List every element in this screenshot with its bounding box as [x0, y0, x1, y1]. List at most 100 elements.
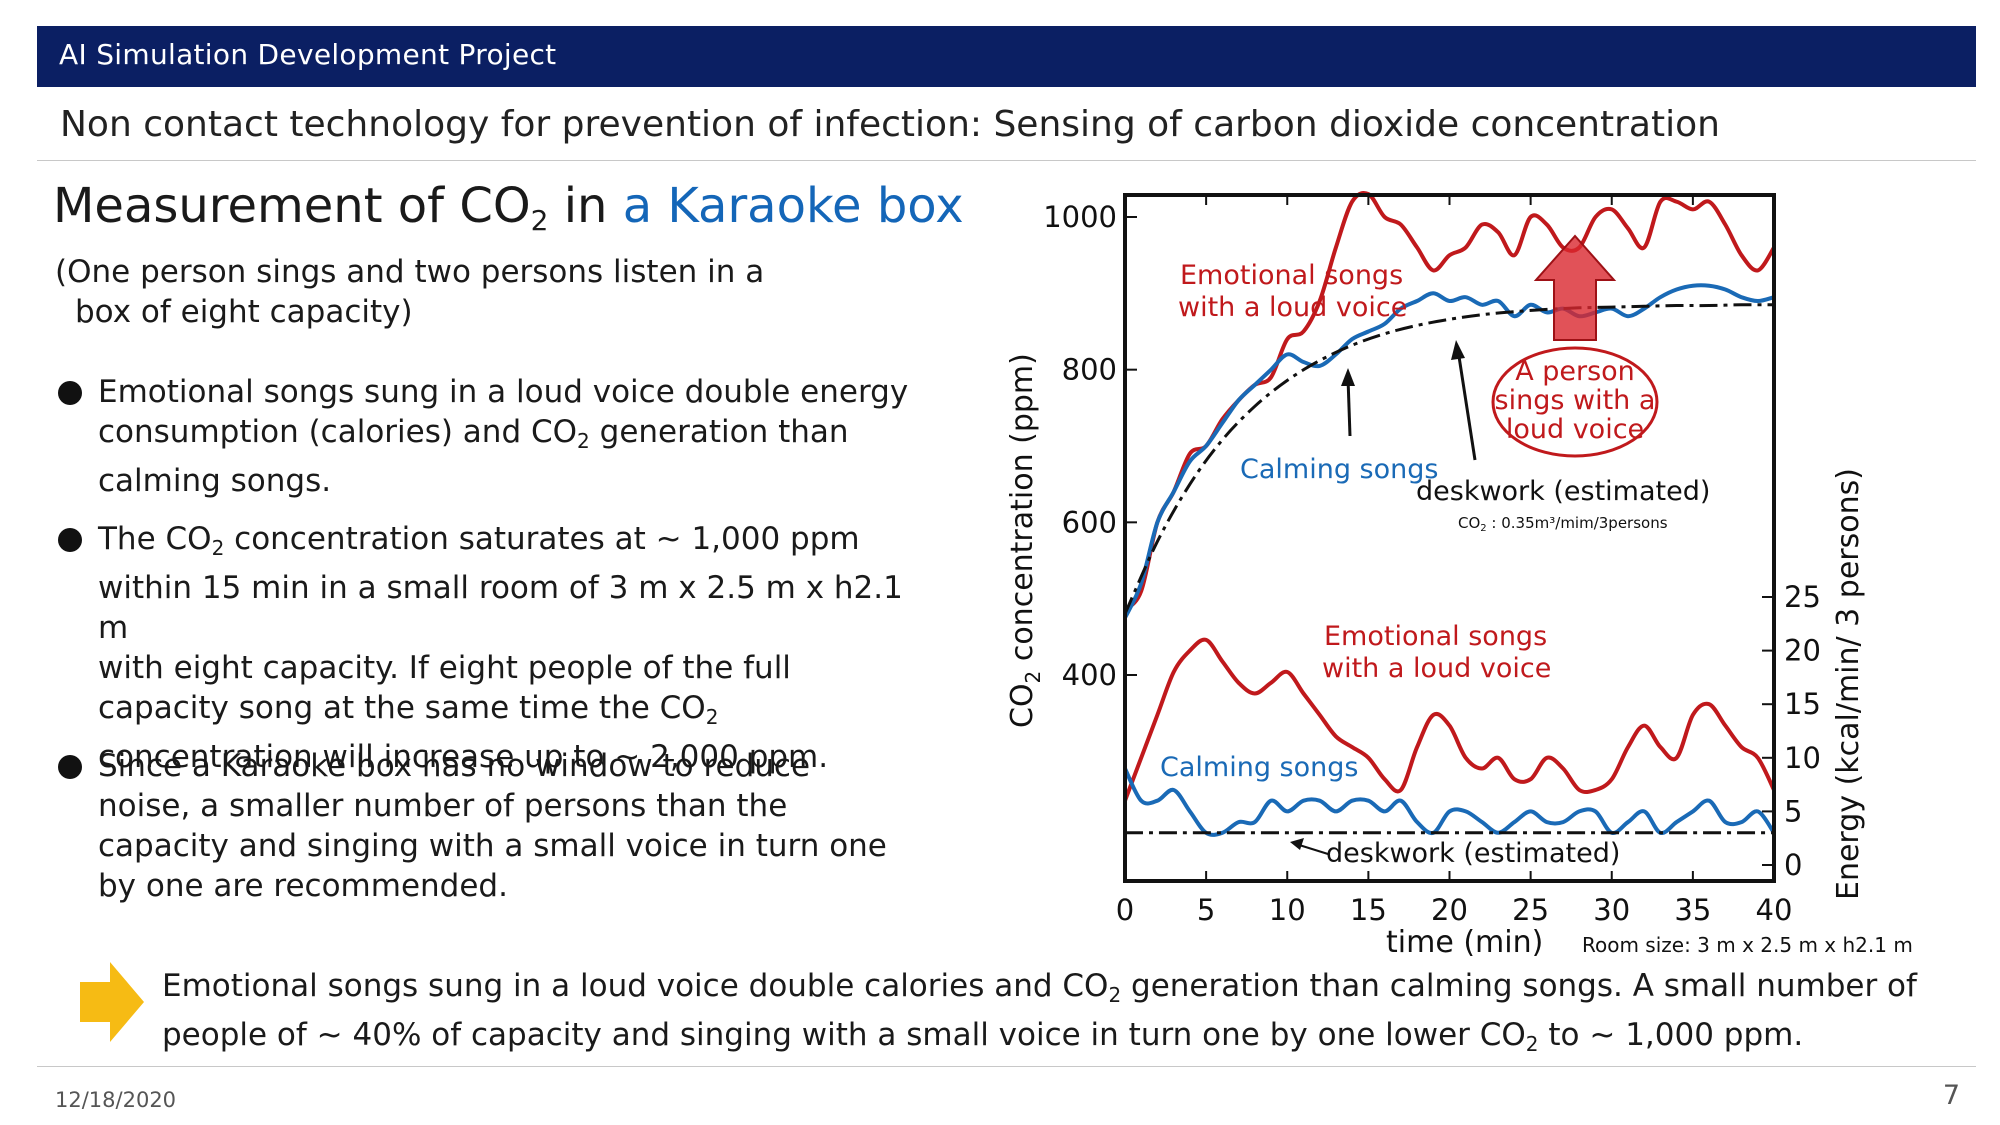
energy-calming-songs-line — [1123, 767, 1776, 837]
bullet-2-sub-1: 2 — [211, 536, 225, 560]
intro-text: (One person sings and two persons listen… — [55, 252, 764, 332]
bullet-item-3: Since a Karaoke box has no window to red… — [58, 746, 928, 906]
conclusion-1b: generation than calming songs. A small n… — [1121, 968, 1917, 1004]
emotional-bottom-label-1: Emotional songs — [1324, 621, 1547, 652]
calming-top-label: Calming songs — [1240, 454, 1438, 485]
arrow-head-3 — [1290, 838, 1304, 850]
conclusion-2b: to ~ 1,000 ppm. — [1538, 1017, 1804, 1053]
header-title: AI Simulation Development Project — [59, 38, 557, 71]
bullet-2-line-3: with eight capacity. If eight people of … — [98, 650, 791, 686]
bullet-3-line-4: by one are recommended. — [98, 868, 508, 904]
x-tick-label: 5 — [1197, 893, 1215, 927]
bullet-1-sub: 2 — [577, 429, 590, 453]
x-tick-label: 30 — [1593, 893, 1630, 927]
deskwork-bottom-label: deskwork (estimated) — [1326, 838, 1620, 869]
bullet-2-sub-2: 2 — [705, 705, 719, 729]
y-right-tick-label: 10 — [1784, 741, 1821, 775]
slide-heading: Measurement of CO2 in a Karaoke box — [53, 178, 964, 237]
intro-line-1: (One person sings and two persons listen… — [55, 254, 765, 290]
page-number: 7 — [1942, 1080, 1960, 1111]
heading-highlight: a Karaoke box — [622, 178, 964, 234]
heading-subscript: 2 — [530, 204, 549, 237]
deskwork-note: CO2 : 0.35m³/mim/3persons — [1458, 514, 1668, 534]
bullet-item-2: The CO2 concentration saturates at ~ 1,0… — [58, 519, 928, 777]
y-right-tick-label: 15 — [1784, 687, 1821, 721]
co2-calming-songs-line — [1123, 283, 1775, 619]
slide-subtitle: Non contact technology for prevention of… — [60, 104, 1720, 145]
y-left-label-a: CO — [1005, 683, 1040, 728]
header-bar: AI Simulation Development Project — [37, 26, 1976, 87]
person-callout — [1491, 346, 1659, 458]
x-axis-label: time (min) — [1386, 925, 1543, 960]
bullet-item-1: Emotional songs sung in a loud voice dou… — [58, 372, 928, 501]
bullet-dot-icon — [58, 528, 82, 552]
emotional-top-label-2: with a loud voice — [1178, 292, 1407, 323]
bullet-1-line-2a: consumption (calories) and CO — [98, 414, 578, 450]
y-left-tick-label: 600 — [1062, 505, 1117, 539]
bullet-3-line-1: Since a Karaoke box has no window to red… — [98, 748, 811, 784]
conclusion-arrow-icon — [80, 962, 144, 1042]
x-tick-label: 35 — [1674, 893, 1711, 927]
deskwork-top-label: deskwork (estimated) — [1416, 476, 1710, 507]
bullet-3-line-2: noise, a smaller number of persons than … — [98, 788, 788, 824]
bullet-2-line-2: within 15 min in a small room of 3 m x 2… — [98, 570, 903, 646]
y-left-tick-label: 800 — [1062, 353, 1117, 387]
bullet-2-line-1b: concentration saturates at ~ 1,000 ppm — [224, 521, 860, 557]
arrow-pointer-deskwork-2 — [1456, 349, 1477, 461]
x-tick-label: 0 — [1116, 893, 1134, 927]
intro-line-2: box of eight capacity) — [75, 294, 413, 330]
top-divider — [37, 160, 1976, 161]
conclusion-line-2: people of ~ 40% of capacity and singing … — [162, 1015, 1932, 1064]
energy-emotional-songs-with-a-loud-voice-line — [1123, 637, 1776, 802]
footer-date: 12/18/2020 — [55, 1088, 177, 1112]
bullet-2-line-4a: capacity song at the same time the CO — [98, 690, 706, 726]
bullet-2-line-1a: The CO — [98, 521, 212, 557]
bullet-dot-icon — [58, 755, 82, 779]
deskwork-note-b: : 0.35m³/mim/3persons — [1487, 514, 1668, 532]
y-left-label-b: concentration (ppm) — [1005, 353, 1040, 671]
x-tick-label: 15 — [1350, 893, 1387, 927]
axis-ticks: 0 5 10 15 20 25 30 35 40 400 600 800 1000 0 5 10 15 20 25 — [1043, 195, 1821, 927]
co2-emotional-songs-with-a-loud-voice-line — [1123, 190, 1776, 612]
arrow-head-1 — [1341, 368, 1355, 386]
arrow-head-2 — [1451, 340, 1465, 360]
conclusion-1a: Emotional songs sung in a loud voice dou… — [162, 968, 1109, 1004]
y-left-label-sub: 2 — [1021, 671, 1045, 684]
y-axis-label-left: CO2 concentration (ppm) — [1005, 353, 1045, 728]
bullet-1-line-1: Emotional songs sung in a loud voice dou… — [98, 374, 909, 410]
bullet-1-line-3: calming songs. — [98, 463, 332, 499]
x-tick-label: 25 — [1512, 893, 1549, 927]
person-label-2: sings with a — [1495, 385, 1656, 416]
heading-prefix: Measurement of CO — [53, 178, 531, 234]
deskwork-note-a: CO — [1458, 514, 1480, 532]
person-label-1: A person — [1515, 356, 1635, 387]
y-left-tick-label: 400 — [1062, 658, 1117, 692]
emotional-top-label-1: Emotional songs — [1180, 260, 1403, 291]
conclusion-text: Emotional songs sung in a loud voice dou… — [162, 966, 1932, 1064]
bullet-2-line-4: capacity song at the same time the CO2 — [98, 688, 928, 737]
bullet-2-line-5: concentration will increase up to ~ 2,00… — [98, 739, 829, 775]
bullet-2-line-1: The CO2 concentration saturates at ~ 1,0… — [98, 519, 928, 568]
person-label-3: loud voice — [1506, 414, 1644, 445]
x-tick-label: 20 — [1431, 893, 1468, 927]
bullet-dot-icon — [58, 381, 82, 405]
emotional-bottom-label-2: with a loud voice — [1322, 653, 1551, 684]
y-right-tick-label: 0 — [1784, 848, 1802, 882]
y-right-tick-label: 25 — [1784, 580, 1821, 614]
conclusion-line-1: Emotional songs sung in a loud voice dou… — [162, 966, 1932, 1015]
bottom-divider — [37, 1066, 1976, 1067]
x-tick-label: 10 — [1269, 893, 1306, 927]
up-arrow-icon — [1533, 234, 1617, 341]
arrow-pointer-deskwork-1 — [1346, 377, 1352, 437]
bullet-1-line-2: consumption (calories) and CO2 generatio… — [98, 412, 928, 461]
conclusion-sub-1: 2 — [1108, 983, 1122, 1007]
y-right-tick-label: 20 — [1784, 634, 1821, 668]
y-left-tick-label: 1000 — [1043, 200, 1117, 234]
plot-lines — [1123, 190, 1776, 837]
conclusion-sub-2: 2 — [1525, 1032, 1539, 1056]
co2-deskwork-estimated-line — [1123, 303, 1775, 615]
conclusion-2a: people of ~ 40% of capacity and singing … — [162, 1017, 1526, 1053]
y-right-tick-label: 5 — [1784, 794, 1802, 828]
bullet-3-line-3: capacity and singing with a small voice … — [98, 828, 887, 864]
co2-energy-chart: 0 5 10 15 20 25 30 35 4040060080010000510152025 … — [1005, 190, 1913, 960]
